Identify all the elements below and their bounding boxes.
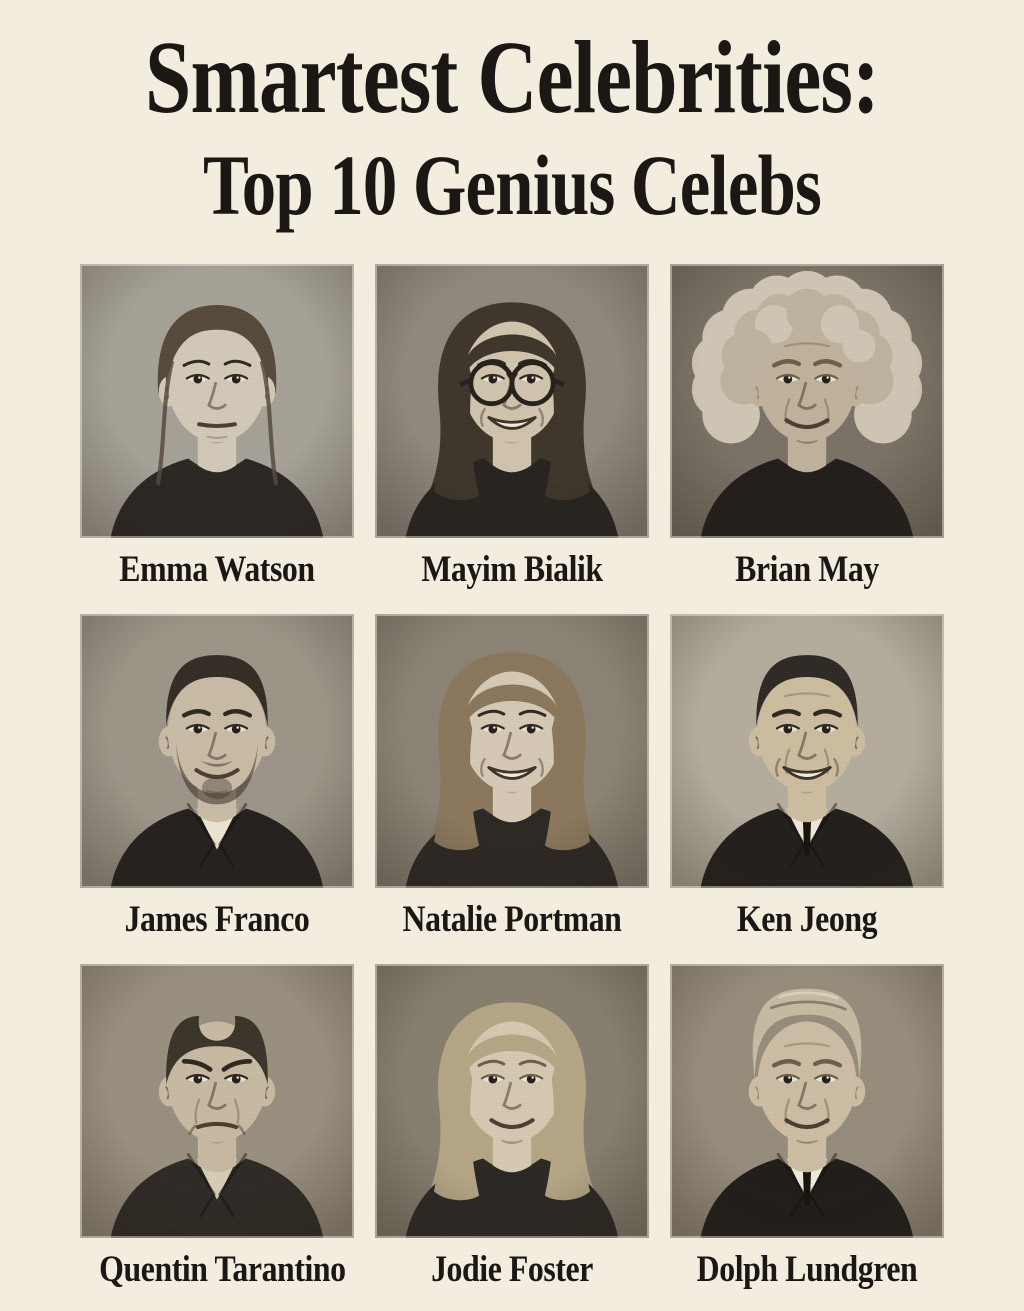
portrait-photo-james-franco bbox=[80, 614, 354, 889]
page-title: Smartest Celebrities: bbox=[144, 20, 880, 135]
header: Smartest Celebrities: Top 10 Genius Cele… bbox=[0, 0, 1024, 230]
celebrity-name: Emma Watson bbox=[119, 549, 315, 591]
portrait-photo-ken-jeong bbox=[670, 614, 944, 889]
celebrity-grid: Emma Watson Mayim Bialik Brian May James… bbox=[80, 264, 944, 1288]
celebrity-name: Mayim Bialik bbox=[421, 549, 603, 591]
celebrity-cell-james-franco: James Franco bbox=[80, 614, 354, 938]
celebrity-cell-quentin-tarantino: Quentin Tarantino bbox=[80, 964, 354, 1288]
portrait-photo-emma-watson bbox=[80, 264, 354, 539]
celebrity-cell-dolph-lundgren: Dolph Lundgren bbox=[670, 964, 944, 1288]
portrait-image bbox=[670, 964, 944, 1239]
celebrity-name: Dolph Lundgren bbox=[696, 1249, 918, 1291]
celebrity-cell-brian-may: Brian May bbox=[670, 264, 944, 588]
portrait-photo-dolph-lundgren bbox=[670, 964, 944, 1239]
celebrity-cell-mayim-bialik: Mayim Bialik bbox=[375, 264, 649, 588]
portrait-photo-brian-may bbox=[670, 264, 944, 539]
celebrity-name: Quentin Tarantino bbox=[99, 1249, 346, 1291]
portrait-photo-quentin-tarantino bbox=[80, 964, 354, 1239]
celebrity-name: Natalie Portman bbox=[402, 899, 622, 941]
portrait-image bbox=[375, 614, 649, 889]
portrait-image bbox=[80, 964, 354, 1239]
portrait-photo-jodie-foster bbox=[375, 964, 649, 1239]
celebrity-name: Jodie Foster bbox=[431, 1249, 593, 1291]
celebrity-name: Brian May bbox=[735, 549, 879, 591]
page-subtitle: Top 10 Genius Celebs bbox=[202, 137, 822, 234]
portrait-image bbox=[670, 264, 944, 539]
celebrity-name: Ken Jeong bbox=[736, 899, 878, 941]
portrait-image bbox=[80, 614, 354, 889]
portrait-image bbox=[670, 614, 944, 889]
portrait-image bbox=[80, 264, 354, 539]
celebrity-cell-ken-jeong: Ken Jeong bbox=[670, 614, 944, 938]
celebrity-cell-jodie-foster: Jodie Foster bbox=[375, 964, 649, 1288]
portrait-photo-natalie-portman bbox=[375, 614, 649, 889]
portrait-image bbox=[375, 264, 649, 539]
celebrity-name: James Franco bbox=[124, 899, 310, 941]
celebrity-cell-emma-watson: Emma Watson bbox=[80, 264, 354, 588]
portrait-image bbox=[375, 964, 649, 1239]
celebrity-cell-natalie-portman: Natalie Portman bbox=[375, 614, 649, 938]
portrait-photo-mayim-bialik bbox=[375, 264, 649, 539]
